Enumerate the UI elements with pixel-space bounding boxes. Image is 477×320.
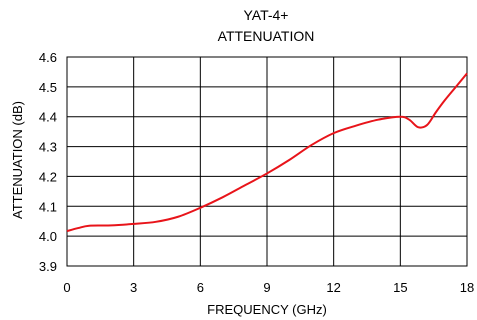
grid-lines — [66, 56, 468, 267]
y-tick-label: 4.4 — [39, 110, 57, 125]
y-tick-label: 4.5 — [39, 80, 57, 95]
y-axis-label: ATTENUATION (dB) — [10, 101, 25, 219]
x-tick-label: 0 — [63, 280, 70, 295]
x-tick-label: 9 — [263, 280, 270, 295]
chart-title-line-2: ATTENUATION — [218, 28, 315, 44]
y-tick-label: 4.2 — [39, 169, 57, 184]
y-tick-label: 4.3 — [39, 140, 57, 155]
x-tick-label: 6 — [197, 280, 204, 295]
y-tick-label: 4.0 — [39, 229, 57, 244]
x-tick-label: 18 — [460, 280, 474, 295]
x-axis-label: FREQUENCY (GHz) — [207, 302, 327, 317]
chart-title-line-1: YAT-4+ — [243, 7, 288, 23]
x-axis-tick-labels: 0 3 6 9 12 15 18 — [63, 280, 474, 295]
x-tick-label: 3 — [130, 280, 137, 295]
y-tick-label: 3.9 — [39, 259, 57, 274]
y-tick-label: 4.1 — [39, 199, 57, 214]
y-tick-label: 4.6 — [39, 50, 57, 65]
x-tick-label: 12 — [326, 280, 340, 295]
x-tick-label: 15 — [393, 280, 407, 295]
series-group — [66, 72, 468, 233]
y-axis-tick-labels: 3.9 4.0 4.1 4.2 4.3 4.4 4.5 4.6 — [39, 50, 57, 274]
plot-frame — [66, 56, 468, 267]
attenuation-series-line-0 — [66, 72, 468, 233]
